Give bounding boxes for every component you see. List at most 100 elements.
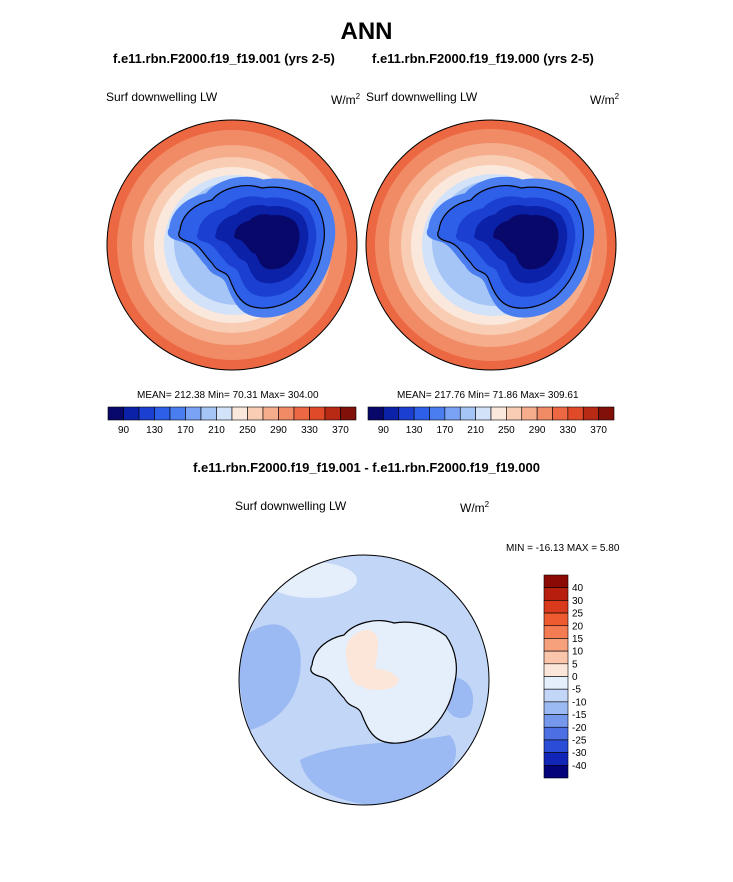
difference-colorbar-tick-label: 5	[572, 659, 578, 670]
difference-colorbar-swatch	[543, 638, 569, 652]
diff-variable-label: Surf downwelling LW	[235, 499, 347, 513]
right-colorbar-swatch	[398, 406, 415, 421]
right-colorbar-swatch	[536, 406, 553, 421]
right-colorbar-swatch	[598, 406, 615, 421]
left-stats: MEAN= 212.38 Min= 70.31 Max= 304.00	[137, 390, 319, 401]
difference-colorbar-swatch	[543, 765, 569, 779]
difference-colorbar-swatch	[543, 676, 569, 690]
left-units: W/m2	[331, 92, 361, 107]
difference-colorbar-swatch	[543, 752, 569, 766]
difference-colorbar-tick-label: -20	[572, 723, 587, 734]
right-colorbar-swatch	[459, 406, 476, 421]
difference-colorbar-tick-label: -30	[572, 748, 587, 759]
left-polar-map	[107, 120, 357, 370]
difference-colorbar-tick-label: 30	[572, 596, 584, 607]
right-colorbar-swatch	[475, 406, 492, 421]
left-case-title: f.e11.rbn.F2000.f19_f19.001 (yrs 2-5)	[113, 51, 335, 66]
right-colorbar-swatch	[367, 406, 384, 421]
difference-colorbar-swatch	[543, 714, 569, 728]
difference-colorbar-tick-label: -15	[572, 710, 587, 721]
right-colorbar-swatch	[429, 406, 446, 421]
difference-title: f.e11.rbn.F2000.f19_f19.001 - f.e11.rbn.…	[193, 460, 540, 475]
left-colorbar-tick-label: 250	[239, 425, 256, 436]
difference-colorbar-tick-label: 15	[572, 634, 584, 645]
difference-colorbar-swatch	[543, 701, 569, 715]
difference-polar-map	[239, 555, 489, 805]
left-colorbar-swatch	[293, 406, 310, 421]
difference-colorbar-tick-label: 25	[572, 609, 584, 620]
difference-colorbar-swatch	[543, 726, 569, 741]
left-colorbar-swatch	[154, 406, 171, 421]
left-map-border	[106, 119, 358, 371]
left-colorbar-tick-label: 130	[146, 425, 163, 436]
difference-colorbar-swatch	[543, 739, 569, 753]
difference-map-border	[238, 554, 490, 806]
left-colorbar-tick-label: 90	[118, 425, 130, 436]
difference-colorbar-swatch	[543, 625, 569, 639]
right-map-border	[365, 119, 617, 371]
difference-colorbar-swatch	[543, 650, 569, 665]
left-colorbar: 90 130 170 210 250 290 330 370	[107, 406, 357, 436]
right-colorbar-tick-label: 90	[378, 425, 390, 436]
right-colorbar-tick-label: 170	[437, 425, 454, 436]
difference-colorbar-swatch	[543, 600, 569, 614]
right-colorbar-swatch	[582, 406, 599, 421]
right-variable-label: Surf downwelling LW	[366, 90, 478, 104]
left-colorbar-tick-label: 370	[332, 425, 349, 436]
left-colorbar-tick-label: 170	[177, 425, 194, 436]
left-colorbar-swatch	[216, 406, 233, 421]
left-colorbar-swatch	[123, 406, 140, 421]
difference-colorbar-tick-label: 0	[572, 672, 578, 683]
right-colorbar-swatch	[506, 406, 523, 421]
main-title: ANN	[340, 18, 393, 45]
left-colorbar-swatch	[107, 406, 124, 421]
right-colorbar-swatch	[567, 406, 584, 421]
left-colorbar-swatch	[247, 406, 264, 421]
difference-colorbar-swatch	[543, 587, 569, 601]
difference-colorbar-tick-label: 10	[572, 647, 584, 658]
difference-colorbar-tick-label: -5	[572, 685, 581, 696]
right-stats: MEAN= 217.76 Min= 71.86 Max= 309.61	[397, 390, 579, 401]
right-colorbar-swatch	[490, 406, 507, 421]
right-colorbar-tick-label: 370	[590, 425, 607, 436]
right-colorbar-tick-label: 210	[467, 425, 484, 436]
right-colorbar-swatch	[552, 406, 569, 421]
right-colorbar-tick-label: 290	[529, 425, 546, 436]
difference-colorbar-swatch	[543, 612, 569, 627]
difference-colorbar-tick-label: 40	[572, 583, 584, 594]
difference-colorbar-swatch	[543, 574, 569, 588]
right-case-title: f.e11.rbn.F2000.f19_f19.000 (yrs 2-5)	[372, 51, 594, 66]
left-colorbar-tick-label: 330	[301, 425, 318, 436]
right-colorbar-swatch	[383, 406, 400, 421]
right-colorbar-swatch	[444, 406, 461, 421]
difference-colorbar-tick-label: -10	[572, 697, 587, 708]
difference-colorbar-swatch	[543, 688, 569, 703]
right-colorbar-tick-label: 250	[498, 425, 515, 436]
right-colorbar-swatch	[521, 406, 538, 421]
left-colorbar-swatch	[231, 406, 248, 421]
right-units: W/m2	[590, 92, 620, 107]
left-variable-label: Surf downwelling LW	[106, 90, 218, 104]
right-polar-map	[366, 120, 616, 370]
left-colorbar-tick-label: 290	[270, 425, 287, 436]
difference-colorbar-tick-label: 20	[572, 621, 584, 632]
left-colorbar-swatch	[309, 406, 326, 421]
left-colorbar-swatch	[200, 406, 217, 421]
left-colorbar-swatch	[278, 406, 295, 421]
left-colorbar-swatch	[169, 406, 186, 421]
left-colorbar-tick-label: 210	[208, 425, 225, 436]
right-colorbar: 90 130 170 210 250 290 330 370	[367, 406, 615, 436]
diff-units: W/m2	[460, 500, 490, 515]
right-colorbar-tick-label: 130	[406, 425, 423, 436]
difference-colorbar-tick-label: -40	[572, 761, 587, 772]
left-colorbar-swatch	[138, 406, 155, 421]
left-colorbar-swatch	[340, 406, 357, 421]
left-colorbar-swatch	[324, 406, 341, 421]
difference-colorbar-tick-label: -25	[572, 735, 587, 746]
left-colorbar-swatch	[185, 406, 202, 421]
difference-colorbar-swatch	[543, 663, 569, 677]
left-colorbar-swatch	[262, 406, 279, 421]
diff-stats: MIN = -16.13 MAX = 5.80	[506, 543, 620, 554]
